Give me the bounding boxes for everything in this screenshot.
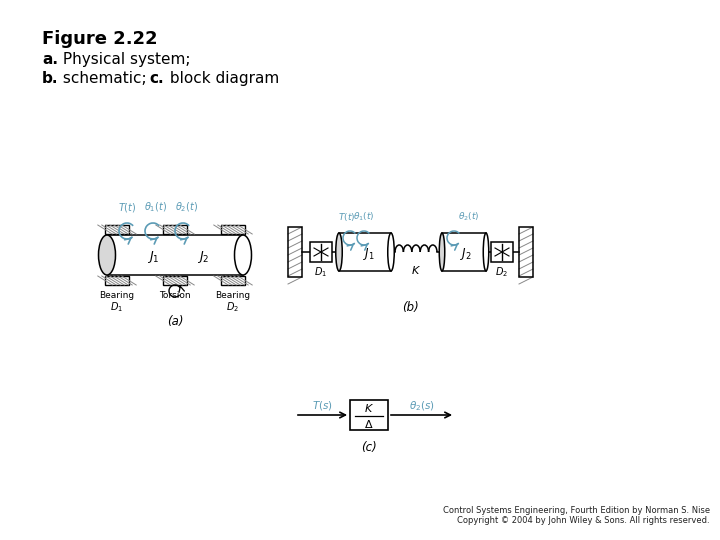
Text: block diagram: block diagram bbox=[165, 71, 279, 86]
Text: $D_2$: $D_2$ bbox=[495, 265, 508, 279]
Text: $T(s)$: $T(s)$ bbox=[312, 400, 333, 413]
Text: $J_1$: $J_1$ bbox=[147, 249, 159, 265]
Bar bbox=[163, 276, 187, 285]
Text: $T(t)$: $T(t)$ bbox=[338, 211, 356, 223]
Text: a.: a. bbox=[42, 52, 58, 67]
Text: $K$: $K$ bbox=[364, 402, 374, 414]
Bar bbox=[339, 233, 391, 271]
Text: Figure 2.22: Figure 2.22 bbox=[42, 30, 158, 48]
Bar bbox=[105, 276, 129, 285]
Text: Physical system;: Physical system; bbox=[58, 52, 191, 67]
Text: $D_2$: $D_2$ bbox=[227, 300, 240, 314]
Ellipse shape bbox=[99, 235, 115, 275]
Text: (a): (a) bbox=[167, 315, 184, 328]
Text: $\theta_1(t)$: $\theta_1(t)$ bbox=[145, 200, 168, 214]
Bar bbox=[163, 225, 187, 234]
Bar bbox=[491, 242, 513, 262]
Text: $D_1$: $D_1$ bbox=[110, 300, 124, 314]
Text: Bearing: Bearing bbox=[99, 292, 135, 300]
Bar bbox=[310, 242, 332, 262]
Ellipse shape bbox=[336, 233, 342, 271]
Text: (b): (b) bbox=[402, 300, 419, 314]
Text: $D_1$: $D_1$ bbox=[315, 265, 328, 279]
Ellipse shape bbox=[235, 235, 251, 275]
Text: $J_2$: $J_2$ bbox=[197, 249, 210, 265]
Bar bbox=[350, 400, 388, 430]
Text: $J_1$: $J_1$ bbox=[363, 246, 375, 262]
Ellipse shape bbox=[439, 233, 445, 271]
Text: $\theta_2(t)$: $\theta_2(t)$ bbox=[458, 211, 480, 223]
Text: $J_2$: $J_2$ bbox=[460, 246, 472, 262]
Text: $\theta_2(s)$: $\theta_2(s)$ bbox=[408, 399, 434, 413]
Text: (c): (c) bbox=[361, 442, 377, 455]
Text: $T(t)$: $T(t)$ bbox=[118, 200, 136, 213]
Text: $K$: $K$ bbox=[411, 264, 421, 276]
Text: schematic;: schematic; bbox=[58, 71, 151, 86]
Text: b.: b. bbox=[42, 71, 58, 86]
Bar bbox=[519, 227, 533, 277]
Text: $\theta_2(t)$: $\theta_2(t)$ bbox=[176, 200, 199, 214]
Text: Bearing: Bearing bbox=[215, 292, 251, 300]
Text: $\theta_1(t)$: $\theta_1(t)$ bbox=[354, 211, 375, 223]
Bar bbox=[107, 235, 243, 275]
Ellipse shape bbox=[388, 233, 395, 271]
Bar bbox=[288, 227, 302, 277]
Text: c.: c. bbox=[149, 71, 163, 86]
Bar bbox=[105, 225, 129, 234]
Text: Torsion: Torsion bbox=[159, 292, 191, 300]
Bar bbox=[442, 233, 486, 271]
Ellipse shape bbox=[483, 233, 489, 271]
Text: Control Systems Engineering, Fourth Edition by Norman S. Nise
Copyright © 2004 b: Control Systems Engineering, Fourth Edit… bbox=[443, 505, 710, 525]
Text: $\Delta$: $\Delta$ bbox=[364, 418, 374, 430]
Bar bbox=[221, 276, 245, 285]
Bar bbox=[221, 225, 245, 234]
